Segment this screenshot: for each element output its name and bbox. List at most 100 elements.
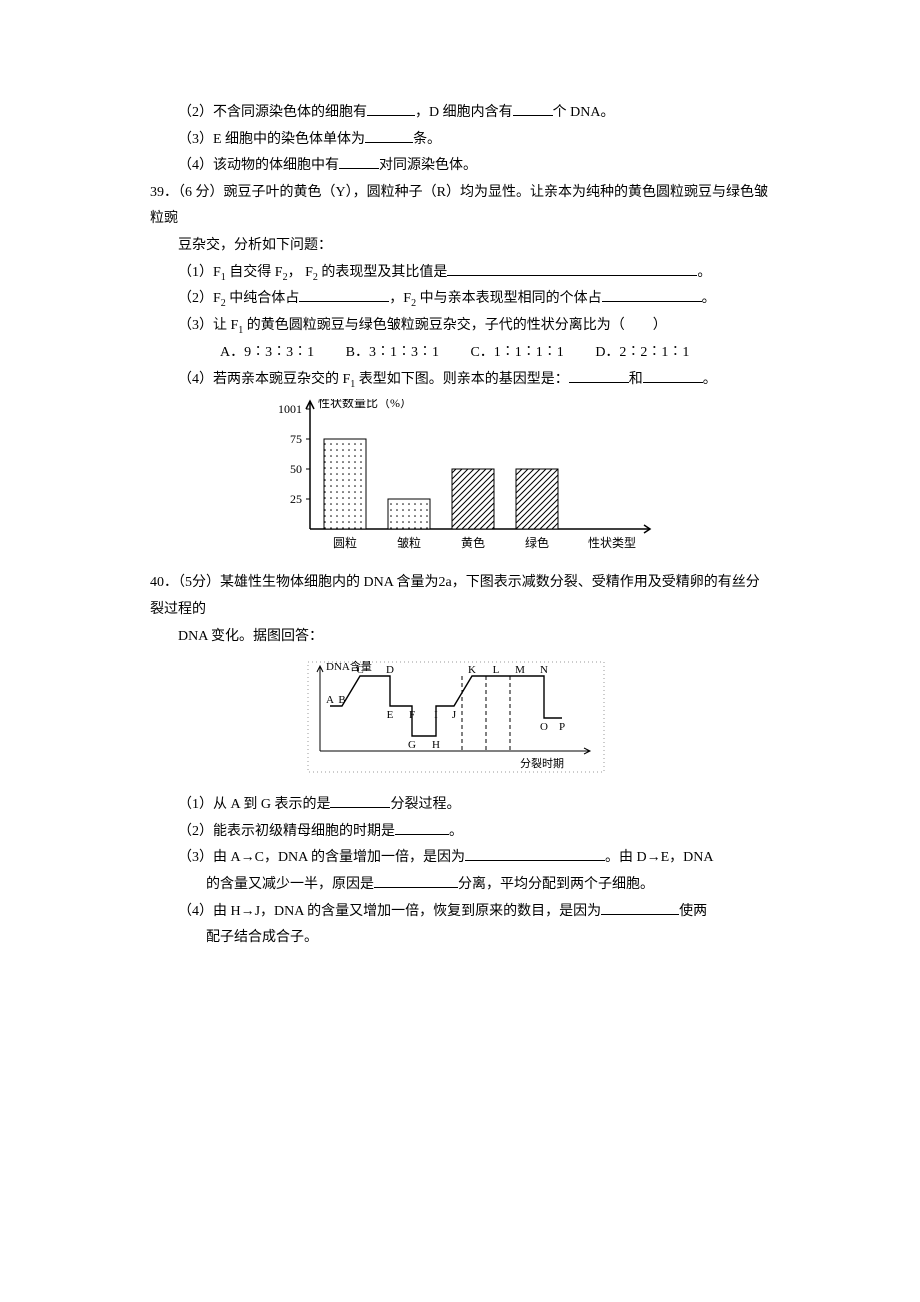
svg-text:P: P — [559, 721, 565, 733]
text: 40．（5分）某雄性生物体细胞内的 DNA 含量为2a，下图表示减数分裂、受精作… — [150, 575, 760, 617]
text: ，D 细胞内含有 — [415, 105, 513, 120]
svg-text:A: A — [326, 694, 334, 706]
q38-part3: （3）E 细胞中的染色体单体为 条。 — [150, 127, 770, 154]
text: （3）由 A→C，DNA 的含量增加一倍，是因为 — [178, 850, 465, 865]
svg-text:1001: 1001 — [278, 402, 302, 416]
text: 个 DNA。 — [553, 105, 615, 120]
blank[interactable] — [447, 261, 697, 276]
text: 表型如下图。则亲本的基因型是： — [355, 372, 569, 387]
text: （2）不含同源染色体的细胞有 — [178, 105, 367, 120]
blank[interactable] — [330, 793, 390, 808]
q40-part3b: 的含量又减少一半，原因是 分离，平均分配到两个子细胞。 — [150, 872, 770, 899]
option-d[interactable]: D．2∶2∶1∶1 — [595, 340, 689, 367]
q40-part4b: 配子结合成合子。 — [150, 925, 770, 952]
text: （2）能表示初级精母细胞的时期是 — [178, 824, 395, 839]
svg-text:F: F — [409, 709, 415, 721]
svg-text:50: 50 — [290, 462, 302, 476]
option-b[interactable]: B．3∶1∶3∶1 — [346, 340, 439, 367]
svg-text:N: N — [540, 664, 548, 676]
blank[interactable] — [465, 846, 605, 861]
text: ，F — [389, 291, 411, 306]
svg-text:D: D — [386, 664, 394, 676]
text: 条。 — [413, 132, 441, 147]
svg-text:K: K — [468, 664, 476, 676]
text: 的表现型及其比值是 — [318, 265, 448, 280]
text: 。 — [702, 291, 716, 306]
text: （1）从 A 到 G 表示的是 — [178, 797, 330, 812]
svg-text:C: C — [356, 664, 363, 676]
q40-stem-line1: 40．（5分）某雄性生物体细胞内的 DNA 含量为2a，下图表示减数分裂、受精作… — [150, 570, 770, 623]
text: 中纯合体占 — [226, 291, 300, 306]
blank[interactable] — [569, 368, 629, 383]
svg-text:G: G — [408, 739, 416, 751]
blank[interactable] — [374, 873, 458, 888]
q40-part2: （2）能表示初级精母细胞的时期是 。 — [150, 819, 770, 846]
svg-text:I: I — [434, 709, 438, 721]
text: 对同源染色体。 — [379, 158, 477, 173]
text: DNA 变化。据图回答： — [178, 629, 323, 644]
blank[interactable] — [601, 900, 679, 915]
text: （2）F — [178, 291, 221, 306]
blank[interactable] — [643, 368, 703, 383]
text: 。 — [703, 372, 717, 387]
text: 。 — [697, 265, 711, 280]
q39-bar-chart: 性状数量比（%） 1001 75 50 25 圆粒 皱粒 黄色 绿色 性状类型 — [220, 399, 700, 564]
blank[interactable] — [299, 287, 389, 302]
text: 和 — [629, 372, 643, 387]
svg-text:皱粒: 皱粒 — [397, 535, 421, 550]
svg-text:H: H — [432, 739, 440, 751]
svg-text:M: M — [515, 664, 525, 676]
svg-text:L: L — [493, 664, 500, 676]
text: 配子结合成合子。 — [206, 930, 318, 945]
svg-text:O: O — [540, 721, 548, 733]
q39-stem-line1: 39．（6 分）豌豆子叶的黄色（Y），圆粒种子（R）均为显性。让亲本为纯种的黄色… — [150, 180, 770, 233]
svg-text:黄色: 黄色 — [461, 536, 485, 550]
text: 39．（6 分）豌豆子叶的黄色（Y），圆粒种子（R）均为显性。让亲本为纯种的黄色… — [150, 185, 768, 227]
q40-part1: （1）从 A 到 G 表示的是 分裂过程。 — [150, 792, 770, 819]
svg-text:J: J — [452, 709, 457, 721]
text: 。由 D→E，DNA — [605, 850, 714, 865]
svg-text:DNA含量: DNA含量 — [326, 659, 372, 673]
svg-text:E: E — [387, 709, 394, 721]
svg-text:25: 25 — [290, 492, 302, 506]
blank[interactable] — [365, 128, 413, 143]
q39-part1: （1）F1 自交得 F2， F2 的表现型及其比值是。 — [150, 260, 770, 287]
text: 自交得 F — [226, 265, 283, 280]
svg-text:分裂时期: 分裂时期 — [520, 757, 564, 770]
text: （4）该动物的体细胞中有 — [178, 158, 339, 173]
text: 。 — [449, 824, 463, 839]
option-c[interactable]: C．1∶1∶1∶1 — [470, 340, 563, 367]
text: ， F — [288, 265, 313, 280]
text: （1）F — [178, 265, 221, 280]
q40-part3a: （3）由 A→C，DNA 的含量增加一倍，是因为 。由 D→E，DNA — [150, 845, 770, 872]
blank[interactable] — [602, 287, 702, 302]
svg-text:性状类型: 性状类型 — [588, 536, 636, 550]
text: （3）让 F — [178, 318, 238, 333]
svg-text:B: B — [338, 694, 345, 706]
q40-line-chart: DNA含量分裂时期 AB C D E F G H I J K L M N OP — [300, 656, 620, 786]
q40-stem-line2: DNA 变化。据图回答： — [150, 624, 770, 651]
blank[interactable] — [339, 154, 379, 169]
svg-text:圆粒: 圆粒 — [333, 535, 357, 550]
svg-text:绿色: 绿色 — [525, 535, 549, 550]
text: （4）若两亲本豌豆杂交的 F — [178, 372, 350, 387]
svg-text:75: 75 — [290, 432, 302, 446]
q39-part3-options: A．9∶3∶3∶1 B．3∶1∶3∶1 C．1∶1∶1∶1 D．2∶2∶1∶1 — [150, 340, 770, 367]
text: （3）E 细胞中的染色体单体为 — [178, 132, 365, 147]
q38-part4: （4）该动物的体细胞中有 对同源染色体。 — [150, 153, 770, 180]
svg-text:性状数量比（%）: 性状数量比（%） — [318, 399, 412, 410]
option-a[interactable]: A．9∶3∶3∶1 — [220, 340, 314, 367]
text: 的黄色圆粒豌豆与绿色皱粒豌豆杂交，子代的性状分离比为（ ） — [243, 318, 667, 333]
blank[interactable] — [513, 101, 553, 116]
q40-part4a: （4）由 H→J，DNA 的含量又增加一倍，恢复到原来的数目，是因为 使两 — [150, 899, 770, 926]
blank[interactable] — [367, 101, 415, 116]
text: （4）由 H→J，DNA 的含量又增加一倍，恢复到原来的数目，是因为 — [178, 904, 601, 919]
text: 分离，平均分配到两个子细胞。 — [458, 877, 654, 892]
blank[interactable] — [395, 820, 449, 835]
text: 豆杂交，分析如下问题： — [178, 238, 332, 253]
q39-part3: （3）让 F1 的黄色圆粒豌豆与绿色皱粒豌豆杂交，子代的性状分离比为（ ） — [150, 313, 770, 340]
text: 分裂过程。 — [390, 797, 460, 812]
q38-part2: （2）不含同源染色体的细胞有 ，D 细胞内含有 个 DNA。 — [150, 100, 770, 127]
text: 使两 — [679, 904, 707, 919]
text: 的含量又减少一半，原因是 — [206, 877, 374, 892]
